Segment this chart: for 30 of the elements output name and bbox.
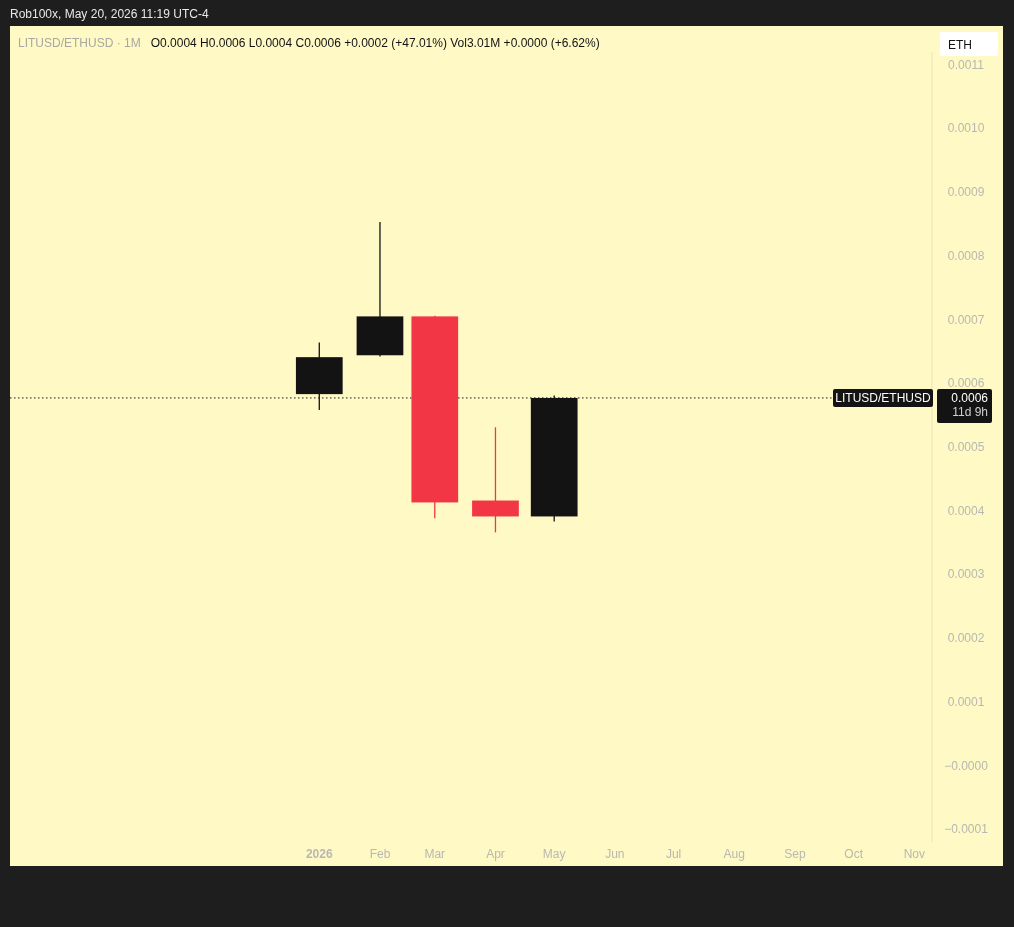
y-tick-label: 0.0001	[947, 694, 985, 709]
chart-subtitle: O0.0004 H0.0006 L0.0004 C0.0006 +0.0002 (+47.01%) Vol3.01M +0.0000 (+6.62%)	[150, 36, 600, 50]
y-tick-label: 0.0010	[947, 121, 985, 136]
chart-title: LITUSD/ETHUSD · 1M	[18, 36, 141, 50]
y-tick-label: 0.0007	[947, 312, 985, 327]
x-tick-label: Apr	[486, 847, 505, 861]
y-tick-label: 0.0003	[947, 567, 985, 582]
x-tick-label: Aug	[723, 847, 745, 861]
text: Rob100x, May 20, 2026 11:19 UTC-4	[10, 7, 209, 21]
y-tick-label: −0.0001	[944, 822, 989, 837]
x-tick-label: Jul	[665, 847, 682, 861]
text: 11d 9h	[952, 404, 988, 419]
y-tick-label: 0.0008	[947, 248, 985, 263]
x-tick-label: Jun	[605, 847, 625, 861]
x-tick-label: Feb	[369, 847, 391, 861]
x-tick-label: Nov	[903, 847, 926, 861]
y-tick-label: 0.0009	[947, 185, 985, 200]
x-tick-label: Oct	[844, 847, 864, 861]
x-tick-label: May	[542, 847, 566, 861]
y-tick-label: 0.0002	[947, 631, 985, 646]
x-tick-label: 2026	[305, 847, 333, 861]
y-tick-label: 0.0011	[948, 57, 985, 72]
y-tick-label: 0.0004	[947, 503, 985, 518]
y-tick-label: −0.0000	[944, 758, 989, 773]
x-tick-label: Mar	[424, 847, 446, 861]
text: ETH	[948, 38, 972, 52]
ref-line-label: LITUSD/ETHUSD	[835, 390, 932, 405]
y-tick-label: 0.0006	[947, 376, 985, 391]
x-tick-label: Sep	[784, 847, 806, 861]
y-tick-label: 0.0005	[947, 440, 985, 454]
